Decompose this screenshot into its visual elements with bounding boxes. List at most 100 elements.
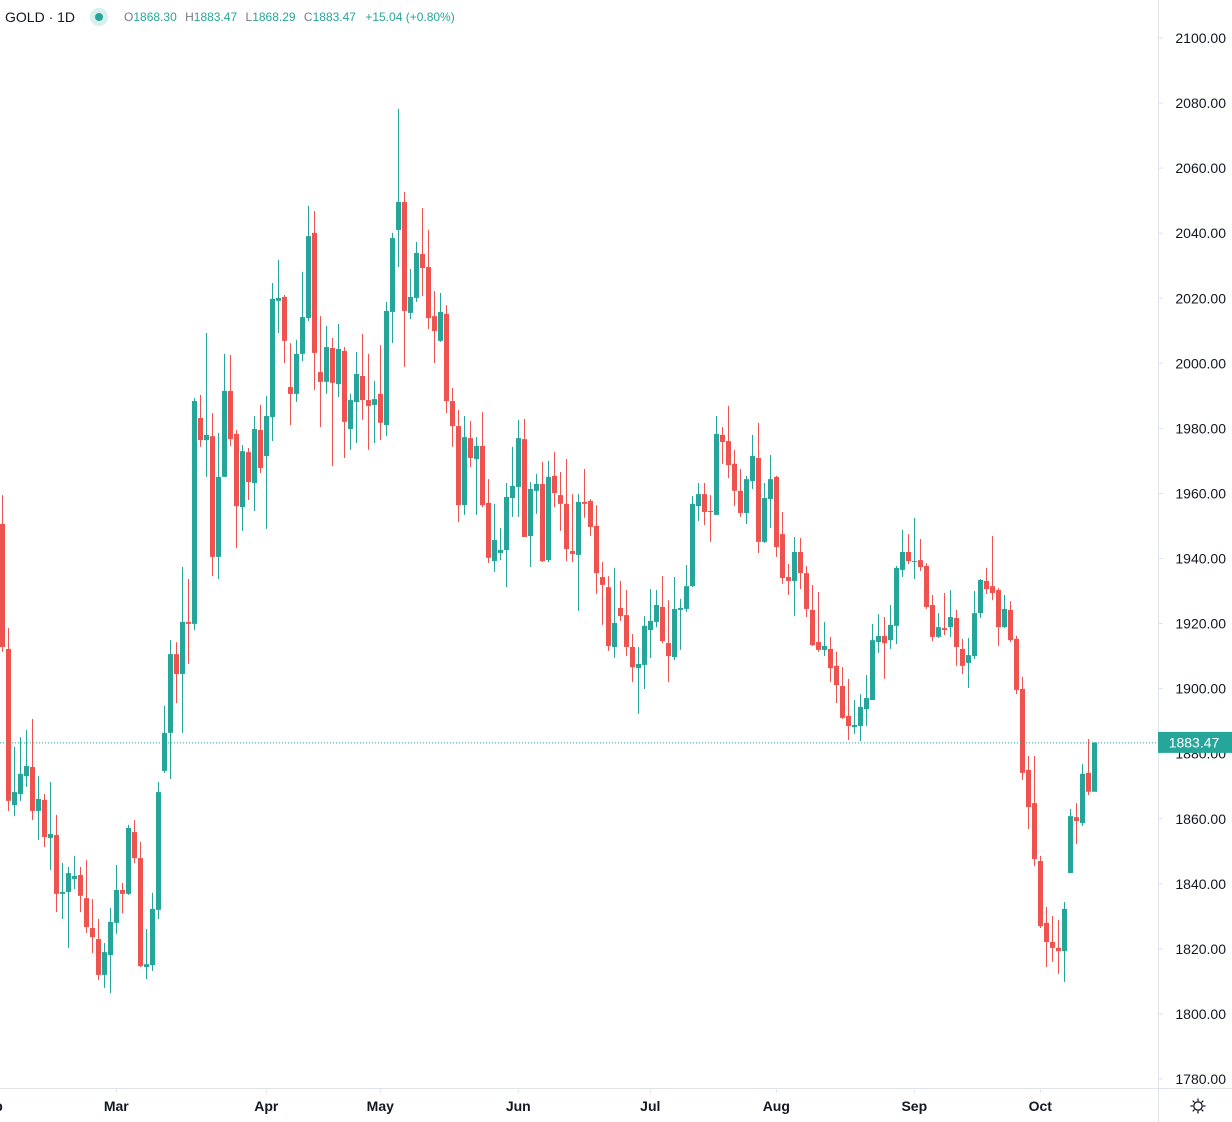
candle[interactable] xyxy=(762,483,767,543)
candle[interactable] xyxy=(798,538,803,590)
candle[interactable] xyxy=(84,860,89,933)
candle[interactable] xyxy=(816,592,821,652)
candle[interactable] xyxy=(1008,601,1013,643)
candle[interactable] xyxy=(918,538,923,571)
candle[interactable] xyxy=(420,208,425,296)
candle[interactable] xyxy=(870,623,875,701)
candle[interactable] xyxy=(744,475,749,525)
candle[interactable] xyxy=(588,498,593,537)
candle[interactable] xyxy=(198,394,203,447)
candle[interactable] xyxy=(354,351,359,444)
candle[interactable] xyxy=(498,527,503,561)
candle[interactable] xyxy=(120,882,125,914)
candle[interactable] xyxy=(144,929,149,980)
candle[interactable] xyxy=(1044,906,1049,968)
candle[interactable] xyxy=(258,404,263,473)
candle[interactable] xyxy=(822,621,827,657)
candle[interactable] xyxy=(522,418,527,538)
candle[interactable] xyxy=(366,353,371,450)
candle[interactable] xyxy=(894,565,899,645)
candle[interactable] xyxy=(426,229,431,330)
candle[interactable] xyxy=(360,334,365,420)
candle[interactable] xyxy=(60,862,65,919)
candle[interactable] xyxy=(600,562,605,625)
candle[interactable] xyxy=(126,824,131,895)
candle[interactable] xyxy=(372,380,377,444)
candle[interactable] xyxy=(504,483,509,588)
candle[interactable] xyxy=(666,600,671,683)
candle[interactable] xyxy=(774,475,779,557)
candle[interactable] xyxy=(30,718,35,821)
candle[interactable] xyxy=(24,729,29,787)
candle[interactable] xyxy=(528,482,533,567)
market-status-icon[interactable] xyxy=(90,8,109,26)
candle[interactable] xyxy=(930,594,935,642)
candle[interactable] xyxy=(6,628,11,811)
candle[interactable] xyxy=(474,437,479,515)
candle[interactable] xyxy=(36,776,41,840)
candle[interactable] xyxy=(450,388,455,447)
candle[interactable] xyxy=(162,705,167,773)
candle[interactable] xyxy=(708,495,713,542)
candle[interactable] xyxy=(912,517,917,579)
candle[interactable] xyxy=(648,589,653,659)
price-axis[interactable]: 1780.001800.001820.001840.001860.001880.… xyxy=(1159,30,1226,1087)
candle[interactable] xyxy=(72,855,77,890)
candle[interactable] xyxy=(408,268,413,320)
candle[interactable] xyxy=(672,577,677,660)
candle[interactable] xyxy=(546,460,551,563)
candle[interactable] xyxy=(1032,755,1037,866)
candle[interactable] xyxy=(864,674,869,727)
candle[interactable] xyxy=(984,567,989,594)
candle[interactable] xyxy=(678,598,683,650)
candle[interactable] xyxy=(300,271,305,362)
candle[interactable] xyxy=(312,211,317,390)
candle[interactable] xyxy=(696,483,701,522)
candle[interactable] xyxy=(846,678,851,741)
candle[interactable] xyxy=(792,537,797,617)
candle[interactable] xyxy=(1038,855,1043,929)
candle[interactable] xyxy=(888,605,893,649)
candle[interactable] xyxy=(558,471,563,531)
candle[interactable] xyxy=(318,316,323,428)
candle[interactable] xyxy=(1086,739,1091,796)
candle[interactable] xyxy=(630,633,635,683)
candle[interactable] xyxy=(876,614,881,653)
candle[interactable] xyxy=(618,580,623,621)
candle[interactable] xyxy=(150,892,155,971)
candle[interactable] xyxy=(942,592,947,635)
candle[interactable] xyxy=(306,205,311,322)
candle[interactable] xyxy=(1080,764,1085,826)
candle[interactable] xyxy=(0,495,5,652)
candle[interactable] xyxy=(336,323,341,398)
candle[interactable] xyxy=(720,427,725,464)
candle[interactable] xyxy=(726,405,731,479)
candle[interactable] xyxy=(1020,676,1025,781)
candle[interactable] xyxy=(204,333,209,477)
candle[interactable] xyxy=(108,907,113,994)
candle[interactable] xyxy=(180,566,185,733)
candle[interactable] xyxy=(222,353,227,478)
candle[interactable] xyxy=(240,444,245,531)
candle[interactable] xyxy=(582,469,587,518)
candle[interactable] xyxy=(786,564,791,595)
candle[interactable] xyxy=(288,343,293,426)
candle[interactable] xyxy=(1062,902,1067,983)
candle[interactable] xyxy=(636,646,641,714)
candle[interactable] xyxy=(810,584,815,647)
candle[interactable] xyxy=(954,609,959,666)
candle[interactable] xyxy=(54,814,59,913)
candle[interactable] xyxy=(702,483,707,525)
symbol-interval[interactable]: GOLD · 1D xyxy=(5,9,76,25)
candle[interactable] xyxy=(966,637,971,688)
candle[interactable] xyxy=(156,781,161,919)
candle[interactable] xyxy=(234,430,239,549)
candle[interactable] xyxy=(90,899,95,954)
candle[interactable] xyxy=(66,866,71,948)
candle[interactable] xyxy=(948,590,953,637)
candle[interactable] xyxy=(540,461,545,563)
candle[interactable] xyxy=(462,416,467,515)
candle[interactable] xyxy=(456,409,461,523)
candle[interactable] xyxy=(342,347,347,458)
candle[interactable] xyxy=(834,651,839,703)
